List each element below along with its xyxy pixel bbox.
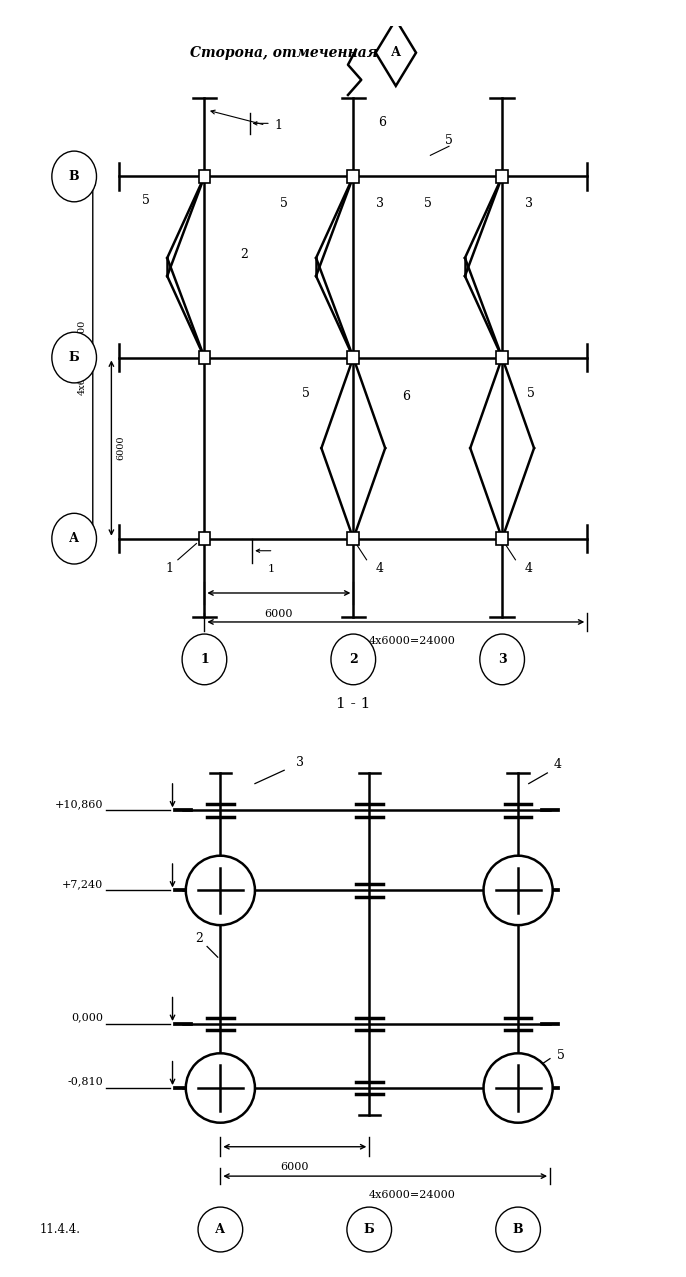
Text: 4x6000=24000: 4x6000=24000 bbox=[368, 1190, 456, 1200]
FancyBboxPatch shape bbox=[347, 533, 359, 545]
Text: 3: 3 bbox=[376, 197, 384, 211]
FancyBboxPatch shape bbox=[347, 170, 359, 183]
Text: 6000: 6000 bbox=[116, 435, 125, 461]
Text: 5: 5 bbox=[281, 197, 288, 211]
Text: 1: 1 bbox=[268, 564, 274, 573]
Circle shape bbox=[52, 332, 97, 383]
Text: 4х6000=24000: 4х6000=24000 bbox=[368, 636, 456, 646]
Text: Б: Б bbox=[69, 351, 80, 364]
Text: А: А bbox=[391, 46, 401, 59]
Text: 5: 5 bbox=[445, 134, 453, 147]
Text: 2: 2 bbox=[349, 653, 357, 665]
FancyBboxPatch shape bbox=[496, 533, 508, 545]
Text: 0,000: 0,000 bbox=[71, 1013, 104, 1023]
FancyBboxPatch shape bbox=[496, 351, 508, 364]
Text: +7,240: +7,240 bbox=[62, 879, 104, 889]
Text: А: А bbox=[69, 533, 80, 545]
FancyBboxPatch shape bbox=[347, 351, 359, 364]
Circle shape bbox=[484, 1054, 553, 1122]
FancyBboxPatch shape bbox=[496, 170, 508, 183]
Text: 5: 5 bbox=[424, 197, 431, 211]
Text: 4: 4 bbox=[376, 562, 384, 576]
Text: 6000: 6000 bbox=[265, 609, 293, 619]
Text: 1: 1 bbox=[275, 119, 283, 132]
Text: 6000: 6000 bbox=[281, 1162, 309, 1172]
Text: 6: 6 bbox=[379, 116, 386, 129]
Text: -0,810: -0,810 bbox=[68, 1077, 104, 1087]
Text: 1: 1 bbox=[219, 1111, 227, 1124]
FancyBboxPatch shape bbox=[198, 533, 211, 545]
FancyBboxPatch shape bbox=[198, 351, 211, 364]
Circle shape bbox=[347, 1207, 392, 1251]
Text: 3: 3 bbox=[498, 653, 506, 665]
Text: 3: 3 bbox=[296, 756, 304, 769]
Text: 5: 5 bbox=[557, 1050, 565, 1062]
Circle shape bbox=[52, 513, 97, 564]
Text: +10,860: +10,860 bbox=[55, 799, 104, 808]
Text: 5: 5 bbox=[142, 194, 150, 207]
Text: 6: 6 bbox=[403, 391, 410, 404]
Text: 11.4.4.: 11.4.4. bbox=[40, 1223, 81, 1236]
Text: 4х6000=24000: 4х6000=24000 bbox=[78, 321, 86, 395]
Text: 5: 5 bbox=[302, 387, 309, 400]
Circle shape bbox=[480, 635, 525, 684]
Circle shape bbox=[52, 151, 97, 202]
Circle shape bbox=[484, 856, 553, 925]
Text: В: В bbox=[513, 1223, 523, 1236]
Text: 1 - 1: 1 - 1 bbox=[336, 696, 370, 710]
Text: В: В bbox=[69, 170, 80, 183]
Text: 4: 4 bbox=[525, 562, 533, 576]
Circle shape bbox=[182, 635, 227, 684]
Polygon shape bbox=[376, 19, 416, 86]
Text: Сторона, отмеченная: Сторона, отмеченная bbox=[190, 46, 378, 60]
Text: 4: 4 bbox=[554, 759, 562, 771]
Text: 5: 5 bbox=[528, 387, 535, 400]
Text: 1: 1 bbox=[200, 653, 209, 665]
Text: А: А bbox=[215, 1223, 226, 1236]
Circle shape bbox=[496, 1207, 541, 1251]
Text: 1: 1 bbox=[166, 562, 174, 576]
Text: Б: Б bbox=[364, 1223, 375, 1236]
FancyBboxPatch shape bbox=[198, 170, 211, 183]
Circle shape bbox=[331, 635, 376, 684]
Text: 2: 2 bbox=[240, 249, 248, 262]
Circle shape bbox=[198, 1207, 243, 1251]
Circle shape bbox=[186, 1054, 255, 1122]
Text: 3: 3 bbox=[525, 197, 533, 211]
Text: 2: 2 bbox=[196, 932, 203, 945]
Circle shape bbox=[186, 856, 255, 925]
